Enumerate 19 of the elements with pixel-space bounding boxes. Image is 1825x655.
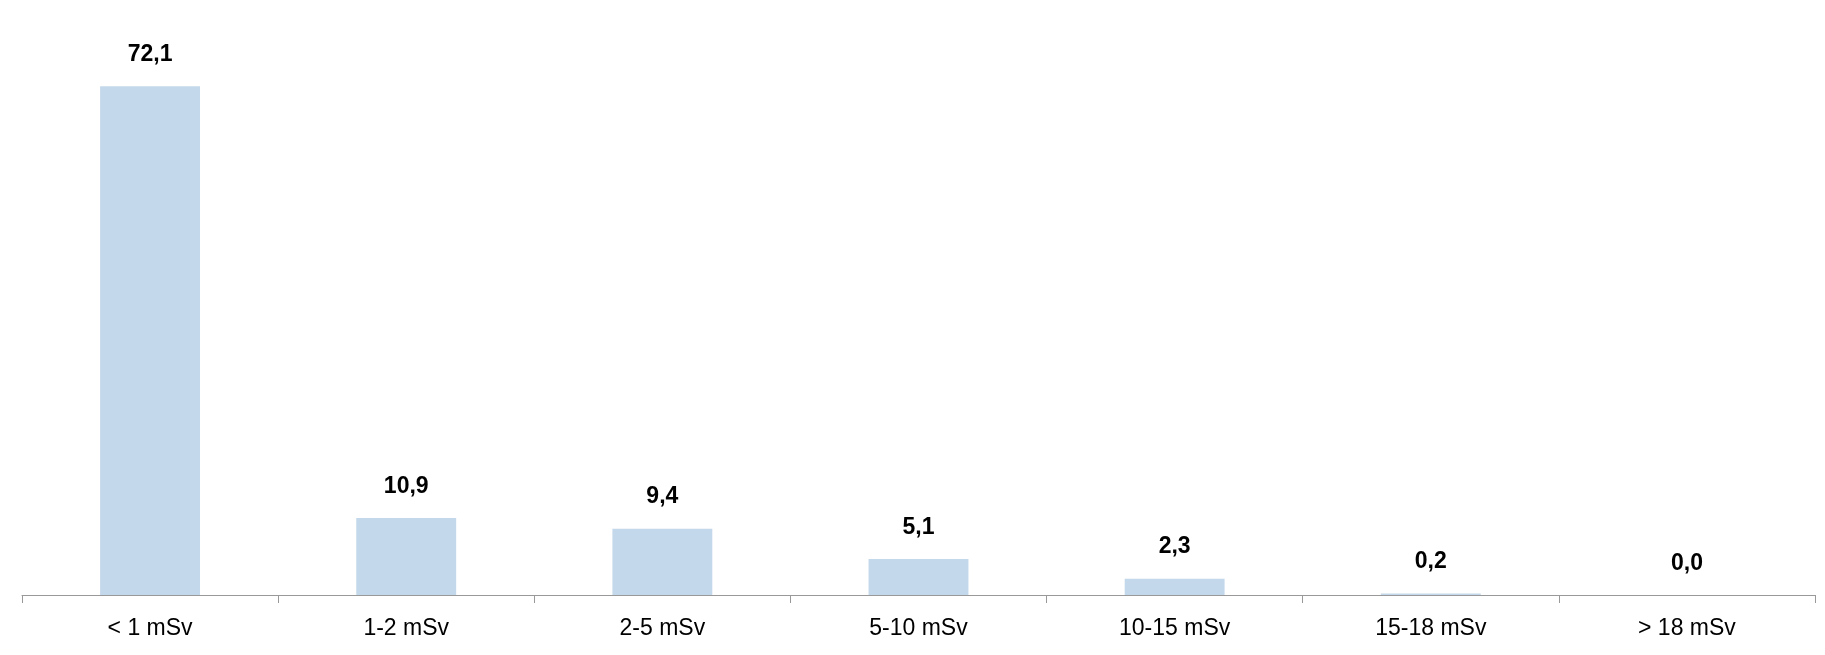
x-tick-label: 15-18 mSv: [1375, 613, 1487, 640]
x-tick-label: 5-10 mSv: [869, 613, 969, 640]
data-label: 0,2: [1414, 547, 1447, 574]
bar: [612, 528, 713, 595]
x-tick-label: 2-5 mSv: [619, 613, 706, 640]
data-label: 72,1: [127, 39, 173, 66]
data-label: 2,3: [1158, 532, 1191, 559]
bar: [868, 559, 969, 595]
x-tick-label: 1-2 mSv: [363, 613, 450, 640]
x-tick-label: > 18 mSv: [1638, 613, 1737, 640]
x-tick-label: 10-15 mSv: [1119, 613, 1231, 640]
data-label: 5,1: [902, 512, 935, 539]
bar: [1124, 578, 1225, 595]
x-tick-label: < 1 mSv: [107, 613, 194, 640]
data-label: 0,0: [1670, 548, 1703, 575]
bar: [100, 86, 201, 595]
bar: [356, 518, 457, 595]
data-label: 9,4: [646, 482, 679, 509]
data-label: 10,9: [383, 471, 429, 498]
